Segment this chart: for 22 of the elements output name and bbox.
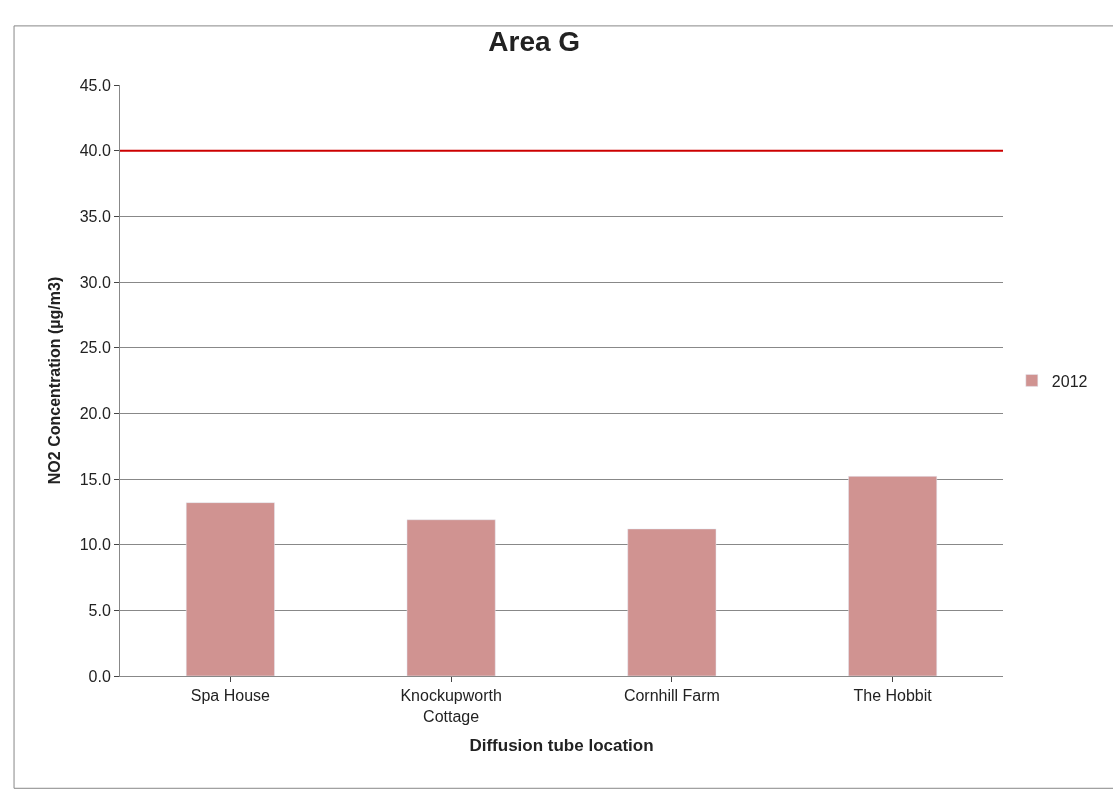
y-tick-label: 40.0 bbox=[79, 142, 111, 160]
y-tick-label: 35.0 bbox=[79, 207, 111, 225]
bar bbox=[627, 528, 717, 676]
y-tick-label: 10.0 bbox=[79, 536, 111, 554]
y-tick-label: 25.0 bbox=[79, 339, 111, 357]
x-tick-label: Spa House bbox=[190, 687, 271, 705]
x-tick-label: Knockupworth Cottage bbox=[400, 687, 502, 725]
y-tick-label: 30.0 bbox=[79, 273, 111, 291]
bar bbox=[406, 519, 496, 676]
bar bbox=[185, 502, 275, 676]
y-tick-label: 0.0 bbox=[88, 667, 111, 685]
y-tick-label: 5.0 bbox=[88, 601, 111, 619]
y-tick-label: 20.0 bbox=[79, 404, 111, 422]
x-tick-label: Cornhill Farm bbox=[623, 687, 720, 705]
x-axis-title: Diffusion tube location bbox=[469, 736, 654, 756]
y-tick-label: 15.0 bbox=[79, 470, 111, 488]
legend-label: 2012 bbox=[1051, 372, 1088, 390]
y-tick-label: 45.0 bbox=[79, 76, 111, 94]
chart-title: Area G bbox=[488, 26, 581, 58]
bar bbox=[848, 476, 938, 676]
x-tick-label: The Hobbit bbox=[853, 687, 933, 705]
y-axis-title: NO2 Concentration (µg/m3) bbox=[45, 276, 63, 485]
